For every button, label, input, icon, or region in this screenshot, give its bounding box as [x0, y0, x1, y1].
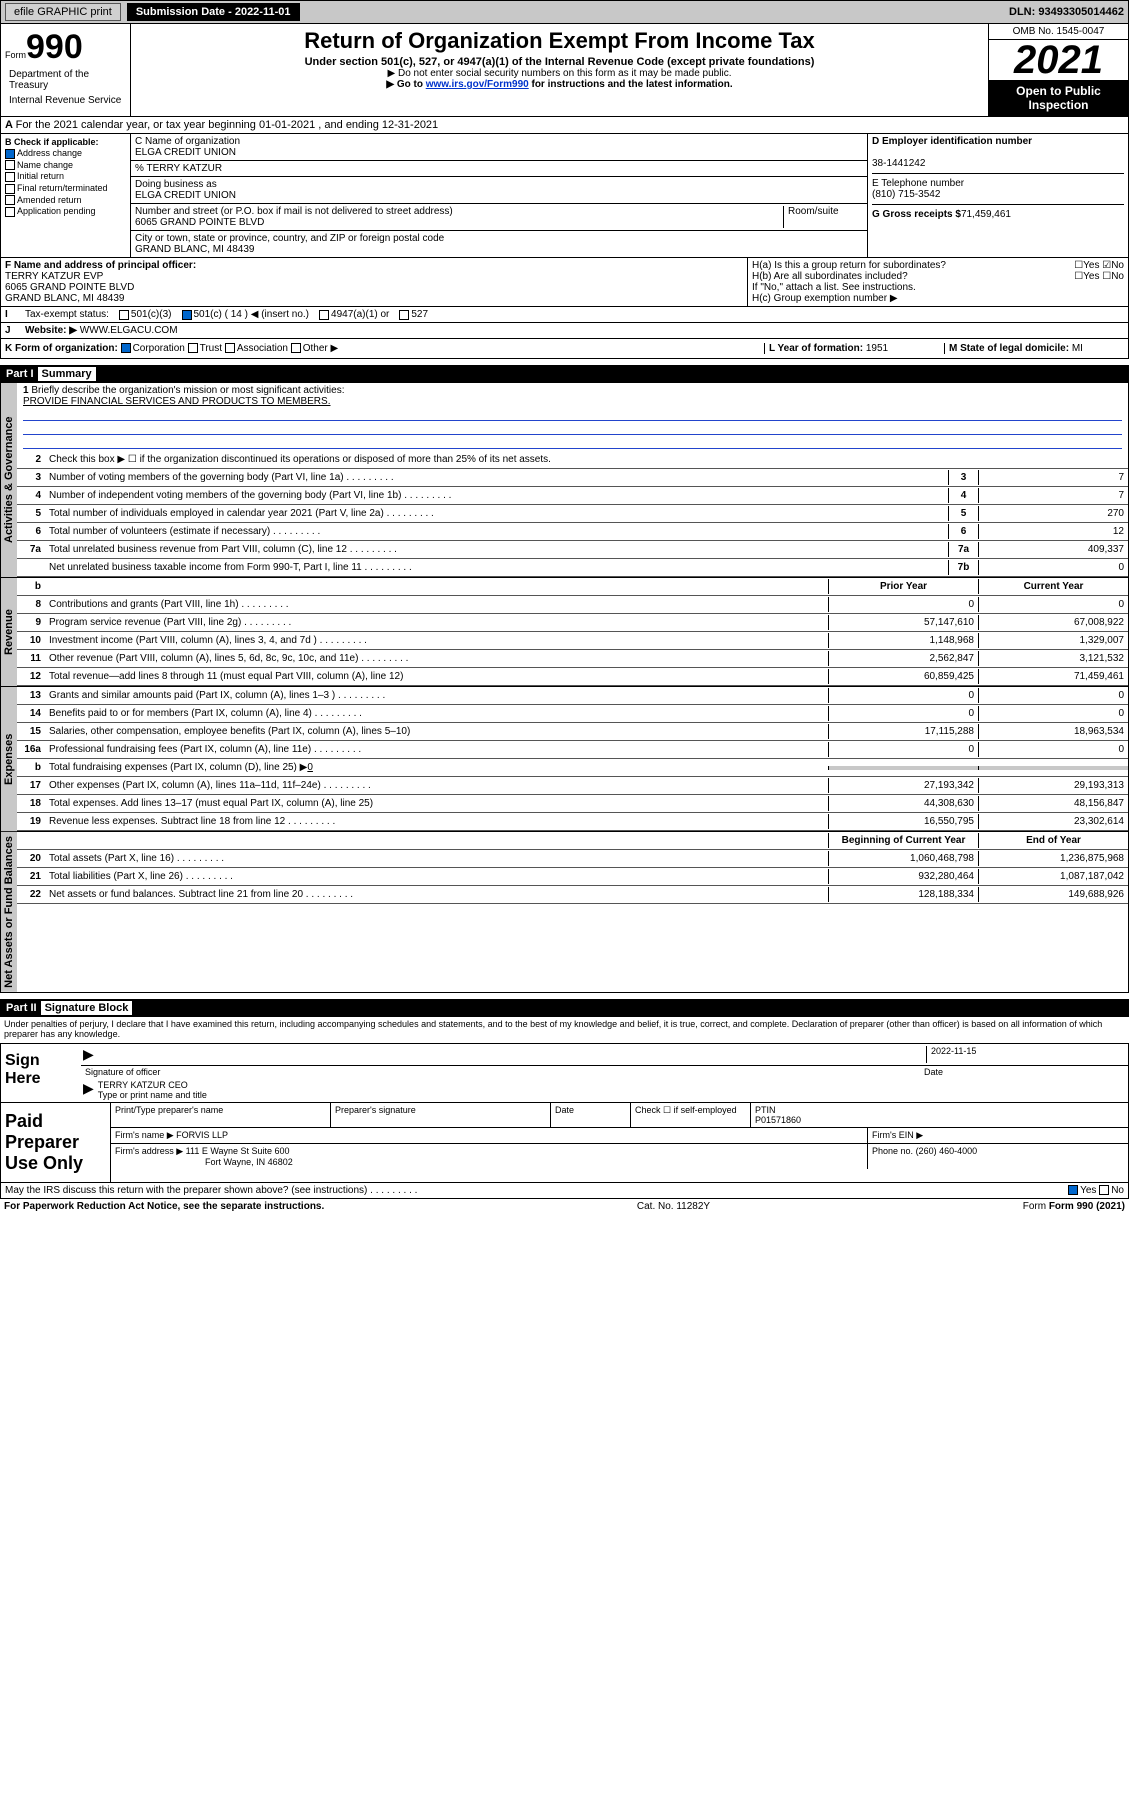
expenses-table: Expenses 13Grants and similar amounts pa…: [0, 687, 1129, 832]
irs-label: Internal Revenue Service: [5, 93, 126, 108]
perjury-statement: Under penalties of perjury, I declare th…: [0, 1017, 1129, 1041]
chk-address-change[interactable]: [5, 149, 15, 159]
dept-label: Department of the Treasury: [5, 67, 126, 93]
part2-header: Part IISignature Block: [0, 999, 1129, 1017]
year-formation: 1951: [866, 343, 888, 354]
page-footer: For Paperwork Reduction Act Notice, see …: [0, 1199, 1129, 1214]
firm-phone: (260) 460-4000: [916, 1146, 978, 1156]
officer-name: TERRY KATZUR EVP: [5, 271, 103, 282]
chk-other[interactable]: [291, 343, 301, 353]
firm-addr1: 111 E Wayne St Suite 600: [186, 1146, 290, 1156]
col-h-group: H(a) Is this a group return for subordin…: [748, 258, 1128, 306]
col-b-checkboxes: B Check if applicable: Address change Na…: [1, 134, 131, 257]
vert-net-assets: Net Assets or Fund Balances: [1, 832, 17, 992]
room-suite-label: Room/suite: [783, 206, 863, 228]
paid-preparer-label: Paid Preparer Use Only: [1, 1103, 111, 1182]
submission-date: Submission Date - 2022-11-01: [127, 3, 300, 21]
row-i-tax-status: ITax-exempt status: 501(c)(3) 501(c) ( 1…: [1, 306, 1128, 322]
col-f-officer: F Name and address of principal officer:…: [1, 258, 748, 306]
discuss-question: May the IRS discuss this return with the…: [5, 1185, 417, 1196]
chk-discuss-yes[interactable]: [1068, 1185, 1078, 1195]
instructions-link[interactable]: www.irs.gov/Form990: [426, 79, 529, 90]
subtitle-2: ▶ Do not enter social security numbers o…: [139, 68, 980, 79]
col-c-org-info: C Name of organizationELGA CREDIT UNION …: [131, 134, 868, 257]
care-of: % TERRY KATZUR: [131, 161, 867, 177]
chk-initial-return[interactable]: [5, 172, 15, 182]
ein: 38-1441242: [872, 158, 925, 169]
v5: 270: [978, 506, 1128, 521]
net-assets-table: Net Assets or Fund Balances Beginning of…: [0, 832, 1129, 993]
dba: ELGA CREDIT UNION: [135, 190, 236, 201]
vert-activities: Activities & Governance: [1, 383, 17, 577]
form-number: 990: [26, 28, 83, 66]
v7a: 409,337: [978, 542, 1128, 557]
revenue-table: Revenue bPrior YearCurrent Year 8Contrib…: [0, 578, 1129, 687]
col-d-ein: D Employer identification number38-14412…: [868, 134, 1128, 257]
form-word: Form: [5, 50, 26, 60]
chk-name-change[interactable]: [5, 160, 15, 170]
v4: 7: [978, 488, 1128, 503]
subtitle-1: Under section 501(c), 527, or 4947(a)(1)…: [139, 56, 980, 68]
page-title: Return of Organization Exempt From Incom…: [139, 28, 980, 54]
chk-501c[interactable]: [182, 310, 192, 320]
org-name: ELGA CREDIT UNION: [135, 147, 236, 158]
officer-city: GRAND BLANC, MI 48439: [5, 293, 125, 304]
officer-street: 6065 GRAND POINTE BLVD: [5, 282, 134, 293]
phone: (810) 715-3542: [872, 189, 940, 200]
street: 6065 GRAND POINTE BLVD: [135, 217, 264, 228]
v3: 7: [978, 470, 1128, 485]
efile-button[interactable]: efile GRAPHIC print: [5, 3, 121, 21]
open-public-badge: Open to Public Inspection: [989, 80, 1128, 116]
identification-section: A For the 2021 calendar year, or tax yea…: [0, 117, 1129, 359]
chk-association[interactable]: [225, 343, 235, 353]
vert-revenue: Revenue: [1, 578, 17, 686]
v7b: 0: [978, 560, 1128, 575]
firm-name: FORVIS LLP: [176, 1130, 228, 1140]
chk-trust[interactable]: [188, 343, 198, 353]
chk-final-return[interactable]: [5, 184, 15, 194]
sig-date: 2022-11-15: [926, 1046, 1126, 1063]
dln: DLN: 93493305014462: [1009, 6, 1124, 18]
tax-year: 2021: [989, 40, 1128, 80]
state-domicile: MI: [1072, 343, 1083, 354]
chk-501c3[interactable]: [119, 310, 129, 320]
row-a-tax-year: A For the 2021 calendar year, or tax yea…: [1, 117, 1128, 134]
chk-discuss-no[interactable]: [1099, 1185, 1109, 1195]
part1-header: Part ISummary: [0, 365, 1129, 383]
sign-here-label: Sign Here: [1, 1044, 81, 1102]
city-state-zip: GRAND BLANC, MI 48439: [135, 244, 255, 255]
row-j-website: JWebsite: ▶ WWW.ELGACU.COM: [1, 322, 1128, 338]
chk-527[interactable]: [399, 310, 409, 320]
chk-4947[interactable]: [319, 310, 329, 320]
activities-governance-table: Activities & Governance 1 Briefly descri…: [0, 383, 1129, 578]
vert-expenses: Expenses: [1, 687, 17, 831]
signature-section: Sign Here ▶2022-11-15 Signature of offic…: [0, 1043, 1129, 1183]
firm-addr2: Fort Wayne, IN 46802: [205, 1157, 293, 1167]
chk-application-pending[interactable]: [5, 207, 15, 217]
v6: 12: [978, 524, 1128, 539]
top-bar: efile GRAPHIC print Submission Date - 20…: [0, 0, 1129, 24]
website: WWW.ELGACU.COM: [80, 325, 178, 336]
subtitle-3: ▶ Go to www.irs.gov/Form990 for instruct…: [139, 79, 980, 90]
mission-text: PROVIDE FINANCIAL SERVICES AND PRODUCTS …: [23, 396, 330, 407]
officer-sig-name: TERRY KATZUR CEO: [98, 1080, 207, 1090]
form-header: Form990 Department of the Treasury Inter…: [0, 24, 1129, 117]
chk-corporation[interactable]: [121, 343, 131, 353]
ptin: P01571860: [755, 1115, 801, 1125]
chk-amended-return[interactable]: [5, 195, 15, 205]
gross-receipts: 71,459,461: [961, 209, 1011, 220]
row-k-form-org: K Form of organization: Corporation Trus…: [1, 338, 1128, 358]
